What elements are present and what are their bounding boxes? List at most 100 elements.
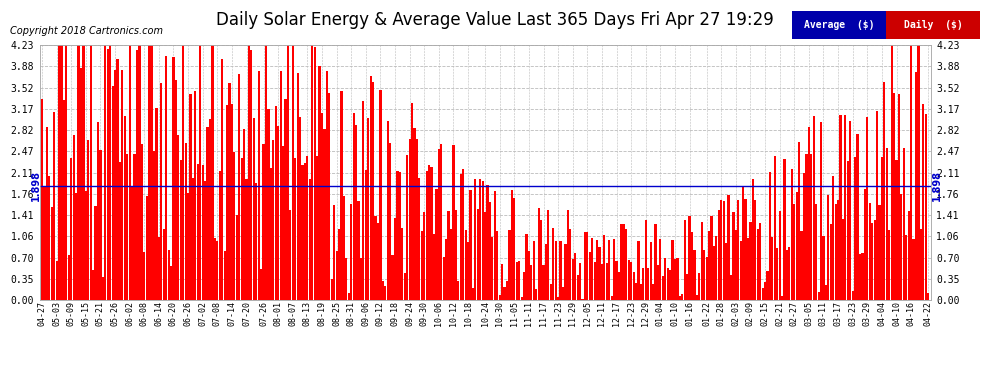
Bar <box>669 270 671 300</box>
Bar <box>284 99 286 300</box>
Bar <box>494 191 496 300</box>
Bar <box>447 210 449 300</box>
Bar <box>355 125 357 300</box>
Text: Daily Solar Energy & Average Value Last 365 Days Fri Apr 27 19:29: Daily Solar Energy & Average Value Last … <box>216 11 774 29</box>
Bar <box>881 157 883 300</box>
Bar <box>728 195 730 300</box>
Bar <box>401 228 404 300</box>
Bar <box>840 115 842 300</box>
Bar <box>406 154 408 300</box>
Bar <box>277 126 279 300</box>
Bar <box>735 230 737 300</box>
Bar <box>72 135 75 300</box>
Bar <box>414 128 416 300</box>
Bar <box>783 159 786 300</box>
Bar <box>472 288 474 300</box>
Bar <box>67 255 70 300</box>
Bar <box>262 144 264 300</box>
Bar <box>698 273 700 300</box>
Bar <box>316 156 318 300</box>
Bar <box>571 259 574 300</box>
Bar <box>70 158 72 300</box>
Bar <box>306 156 309 300</box>
Bar <box>706 257 708 300</box>
Bar <box>671 240 673 300</box>
Bar <box>798 142 800 300</box>
Bar <box>144 252 146 300</box>
Bar <box>868 202 871 300</box>
Bar <box>606 263 608 300</box>
Text: 1.898: 1.898 <box>932 170 941 201</box>
Bar <box>764 282 766 300</box>
Bar <box>518 261 521 300</box>
Bar <box>742 187 744 300</box>
Bar <box>805 154 808 300</box>
Bar <box>796 192 798 300</box>
Bar <box>449 229 452 300</box>
Bar <box>513 198 516 300</box>
Bar <box>793 204 795 300</box>
Bar <box>352 113 354 300</box>
Bar <box>241 158 243 300</box>
Bar <box>184 143 187 300</box>
Bar <box>643 268 644 300</box>
Bar <box>776 249 778 300</box>
Bar <box>454 210 457 300</box>
Bar <box>150 45 152 300</box>
Bar <box>75 193 77 300</box>
Bar <box>905 235 908 300</box>
Bar <box>391 255 394 300</box>
Bar <box>681 294 683 300</box>
Bar <box>844 115 846 300</box>
Bar <box>788 247 790 300</box>
Bar <box>644 220 646 300</box>
Bar <box>725 243 728 300</box>
Bar <box>754 200 756 300</box>
Bar <box>903 148 905 300</box>
Bar <box>536 289 538 300</box>
Bar <box>618 272 620 300</box>
Bar <box>781 296 783 300</box>
Bar <box>160 83 162 300</box>
Bar <box>830 224 832 300</box>
Bar <box>579 263 581 300</box>
Text: 1.898: 1.898 <box>31 170 41 201</box>
Bar <box>861 253 863 300</box>
Bar <box>274 106 277 300</box>
Bar <box>187 193 189 300</box>
Bar <box>803 173 805 300</box>
Bar <box>297 72 299 300</box>
Bar <box>126 154 129 300</box>
Bar <box>679 296 681 300</box>
Bar <box>649 242 651 300</box>
Bar <box>255 183 257 300</box>
Bar <box>540 220 543 300</box>
Bar <box>557 297 559 300</box>
Bar <box>559 241 561 300</box>
Bar <box>883 82 885 300</box>
Bar <box>374 216 376 300</box>
Bar <box>382 280 384 300</box>
Bar <box>654 224 656 300</box>
Bar <box>269 168 272 300</box>
Bar <box>109 45 111 300</box>
Bar <box>499 295 501 300</box>
Bar <box>272 140 274 300</box>
Bar <box>452 146 454 300</box>
Bar <box>801 231 803 300</box>
Bar <box>659 239 661 300</box>
Bar <box>441 144 443 300</box>
Bar <box>486 185 489 300</box>
Bar <box>601 264 603 300</box>
Bar <box>511 190 513 300</box>
Bar <box>338 229 341 300</box>
Bar <box>501 264 503 300</box>
Bar <box>652 285 654 300</box>
Bar <box>713 246 715 300</box>
Bar <box>177 135 179 300</box>
Bar <box>326 71 328 300</box>
Bar <box>908 211 910 300</box>
Bar <box>192 178 194 300</box>
Bar <box>918 45 920 300</box>
Bar <box>661 276 664 300</box>
